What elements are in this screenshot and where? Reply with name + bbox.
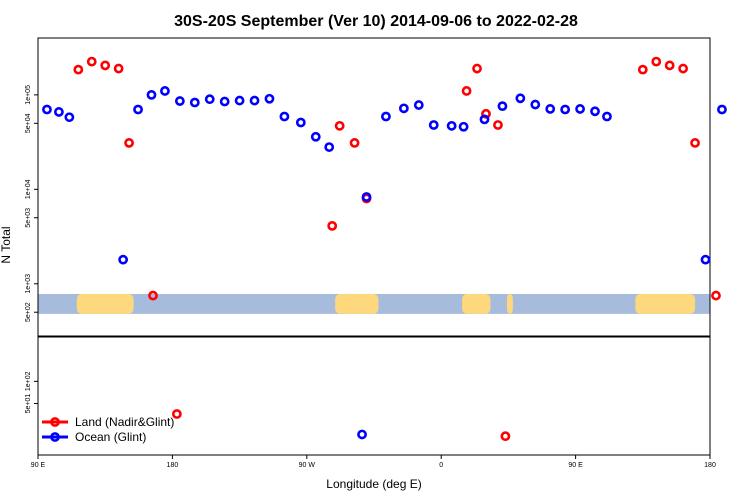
land-point	[678, 63, 689, 74]
x-tick-label: 0	[439, 462, 443, 469]
ocean-point	[479, 114, 490, 125]
land-point	[493, 120, 503, 130]
top-y-tick-label: 5e+02	[25, 302, 32, 322]
land-point	[124, 138, 134, 148]
land-segment	[506, 293, 513, 314]
top-panel-frame	[37, 37, 711, 337]
land-point	[711, 290, 721, 301]
land-point	[690, 138, 700, 148]
top-y-tick-label: 1e+04	[25, 179, 32, 199]
land-point	[349, 138, 360, 148]
legend: Land (Nadir&Glint) Ocean (Glint)	[42, 415, 174, 444]
ocean-point	[515, 93, 526, 104]
ocean-point	[118, 254, 129, 265]
ocean-point	[324, 142, 335, 152]
x-tick-label: 90 W	[299, 462, 316, 469]
bottom-y-tick-label: 1e+02	[25, 371, 32, 391]
land-point	[461, 86, 472, 96]
top-panel: 5e+02 1e+03 5e+03 1e+04 5e+04 1e+05	[25, 37, 727, 337]
top-y-tick-label: 5e+04	[25, 113, 32, 133]
ocean-point	[189, 97, 200, 108]
land-point	[500, 431, 511, 442]
ocean-point	[249, 95, 260, 106]
y-axis-label: N Total	[0, 226, 13, 263]
ocean-point	[398, 103, 409, 114]
ocean-point	[42, 104, 52, 115]
ocean-point	[602, 111, 612, 122]
land-point	[664, 60, 675, 71]
land-point	[327, 220, 338, 231]
bottom-y-tick-label: 5e+01	[25, 394, 32, 414]
land-point	[73, 64, 84, 75]
legend-ocean-label: Ocean (Glint)	[75, 430, 146, 444]
ocean-point	[295, 117, 306, 128]
ocean-point	[700, 254, 711, 265]
land-point	[651, 56, 662, 67]
land-segment	[635, 293, 696, 314]
ocean-point	[279, 111, 290, 122]
land-point	[472, 63, 482, 74]
x-tick-label: 180	[167, 462, 179, 469]
legend-ocean-marker	[50, 432, 60, 442]
ocean-point	[545, 104, 556, 114]
ocean-point	[204, 94, 215, 105]
ocean-point	[357, 429, 367, 440]
legend-land-marker	[50, 417, 60, 427]
x-tick-label: 180	[704, 462, 716, 469]
ocean-point	[575, 104, 585, 114]
ocean-point	[160, 86, 170, 96]
ocean-point	[381, 111, 391, 122]
land-point	[148, 290, 158, 301]
ocean-point	[590, 106, 600, 117]
ocean-point	[428, 120, 439, 130]
x-axis-label: Longitude (deg E)	[326, 477, 421, 491]
top-y-tick-label: 5e+03	[25, 208, 32, 228]
ocean-point	[64, 112, 75, 123]
ocean-point	[264, 93, 275, 104]
ocean-point	[219, 96, 230, 107]
ocean-point	[54, 107, 64, 117]
land-point	[637, 64, 648, 75]
land-point	[86, 56, 97, 67]
ocean-point	[174, 96, 185, 106]
land-point	[334, 120, 345, 131]
ocean-point	[560, 104, 571, 115]
ocean-point	[234, 95, 245, 106]
chart-title: 30S-20S September (Ver 10) 2014-09-06 to…	[174, 13, 578, 30]
ocean-point	[717, 104, 727, 115]
ocean-point	[413, 100, 424, 110]
legend-land-label: Land (Nadir&Glint)	[75, 415, 174, 429]
bottom-panel-frame	[37, 336, 711, 456]
land-segment	[335, 293, 379, 314]
top-y-tick-label: 1e+05	[25, 85, 32, 105]
ocean-point	[530, 99, 541, 110]
x-axis: 90 E 180 90 W 0 90 E 180	[31, 455, 716, 469]
ocean-point	[446, 120, 457, 131]
land-point	[113, 63, 124, 74]
land-segment	[76, 293, 134, 314]
ocean-point	[458, 121, 469, 132]
bottom-panel: 5e+01 1e+02	[25, 336, 711, 456]
x-tick-label: 90 E	[31, 462, 46, 469]
land-point	[100, 60, 111, 71]
ocean-point	[361, 192, 372, 202]
land-segment	[462, 293, 491, 314]
ocean-point	[310, 131, 321, 142]
ocean-point	[146, 89, 157, 100]
ocean-point	[497, 101, 508, 112]
x-tick-label: 90 E	[568, 462, 583, 469]
top-y-tick-label: 1e+03	[25, 274, 32, 294]
land-point	[171, 409, 182, 419]
ocean-point	[133, 104, 143, 115]
